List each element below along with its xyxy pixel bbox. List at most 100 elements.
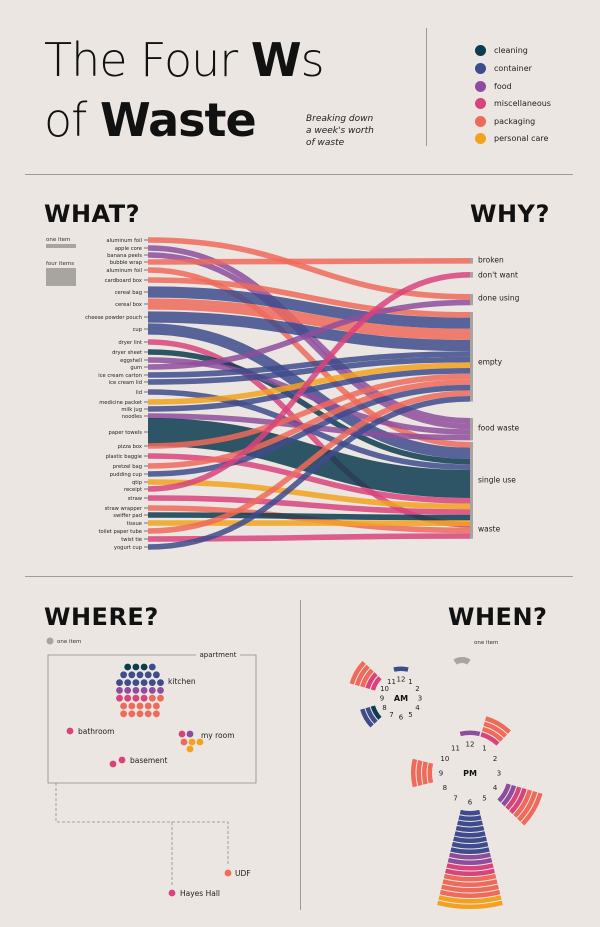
- hour-bar-segment: [446, 863, 494, 871]
- sankey-flow: [147, 237, 471, 300]
- sankey-flow: [147, 356, 471, 385]
- where-key-dot: [46, 637, 54, 645]
- my-room-dot: [178, 730, 186, 738]
- kitchen-dot: [157, 694, 164, 702]
- section-divider: [25, 576, 573, 577]
- my-room-dot: [196, 738, 204, 746]
- hour-bar-segment: [393, 666, 409, 672]
- hour-bar-segment: [416, 760, 423, 786]
- hour-bar-segment: [505, 786, 522, 811]
- chart-keys: one item four items one item one item: [46, 237, 498, 665]
- hour-bar-segment: [365, 672, 378, 690]
- kitchen-dot: [120, 671, 127, 679]
- hour-bar-segment: [483, 721, 508, 738]
- kitchen-dot: [116, 679, 123, 686]
- sankey-flow: [147, 311, 471, 352]
- sankey-flow: [147, 373, 471, 449]
- item-label: ice cream lid: [109, 380, 142, 386]
- item-label: straw: [128, 496, 143, 502]
- when-key-swatch: [453, 657, 471, 665]
- item-label: dryer lint: [118, 340, 142, 346]
- hour-bar-segment: [447, 857, 493, 865]
- sankey-flow: [147, 299, 471, 370]
- kitchen-dot: [140, 663, 148, 671]
- subtitle-line: of waste: [306, 138, 345, 148]
- reason-bar: [470, 442, 473, 526]
- subtitle-line: Breaking down: [306, 114, 374, 124]
- hour-bar-segment: [513, 789, 533, 818]
- title-part: s: [300, 33, 325, 87]
- hour-bar-segment: [442, 879, 498, 888]
- hour-bar-segment: [360, 708, 374, 728]
- hour-bar-segment: [457, 820, 483, 827]
- item-label: medicine packet: [99, 400, 142, 406]
- sankey-flow: [147, 479, 471, 510]
- reason-bar: [470, 418, 473, 441]
- legend-label: miscellaneous: [494, 99, 551, 108]
- what-key-one-swatch: [46, 244, 76, 248]
- kitchen-dot: [148, 694, 156, 702]
- reason-bar: [470, 312, 473, 402]
- item-label: aluminum foil: [106, 238, 142, 244]
- bathroom-dot: [66, 727, 74, 735]
- hour-label: 5: [408, 711, 412, 719]
- item-label: cheese powder pouch: [85, 315, 142, 321]
- hour-label: 12: [397, 676, 406, 684]
- hour-label: 12: [466, 741, 475, 749]
- kitchen-dot: [153, 671, 160, 679]
- location-label: my room: [201, 731, 235, 740]
- reason-label: don't want: [478, 271, 518, 280]
- when-key-label: one item: [474, 640, 498, 646]
- hour-label: 11: [387, 678, 396, 686]
- kitchen-dot: [144, 710, 152, 718]
- what-key-four-label: four items: [46, 261, 74, 267]
- item-label: ice cream carton: [98, 373, 142, 379]
- page-title-line-1: The Four Ws: [44, 33, 325, 87]
- legend-label: packaging: [494, 117, 536, 126]
- reason-label: empty: [478, 358, 503, 367]
- sankey-flow: [147, 390, 471, 534]
- path-to-udf: [55, 783, 229, 866]
- hour-bar-segment: [365, 706, 378, 724]
- hour-bar-segment: [370, 705, 382, 720]
- item-label: cereal bag: [115, 290, 142, 296]
- kitchen-dot: [120, 710, 127, 718]
- sankey-flow: [147, 505, 471, 534]
- kitchen-dot: [144, 702, 152, 710]
- kitchen-dot: [124, 694, 132, 702]
- hour-label: 4: [493, 784, 498, 792]
- hour-bar-segment: [501, 784, 517, 807]
- item-label: milk jug: [121, 407, 142, 413]
- item-label: dryer sheet: [112, 350, 142, 356]
- item-label: tissue: [127, 521, 142, 527]
- kitchen-dot: [132, 687, 140, 694]
- hour-bar-segment: [451, 841, 489, 849]
- kitchen-dot: [124, 687, 132, 694]
- hour-label: 9: [380, 695, 384, 703]
- item-label: cereal box: [115, 302, 142, 308]
- hour-bar-segment: [497, 783, 511, 803]
- legend-label: cleaning: [494, 46, 528, 55]
- sankey-flow: [147, 396, 471, 550]
- hour-label: 5: [482, 795, 486, 803]
- sankey-flow: [147, 368, 471, 412]
- item-label: eggshell: [120, 358, 142, 364]
- kitchen-dot: [153, 702, 160, 710]
- item-label: aluminum foil: [106, 268, 142, 274]
- hour-label: 1: [408, 678, 412, 686]
- hour-label: 8: [382, 704, 386, 712]
- kitchen-dot: [124, 679, 132, 686]
- hour-label: 11: [451, 744, 460, 752]
- item-label: gum: [130, 365, 142, 371]
- hour-label: 7: [389, 711, 393, 719]
- reason-bar: [470, 272, 473, 278]
- kitchen-dot: [140, 687, 148, 694]
- item-label: banana peels: [107, 253, 142, 259]
- hour-bar-segment: [480, 732, 500, 746]
- item-label: paper towels: [108, 430, 142, 436]
- kitchen-dot: [116, 694, 123, 702]
- kitchen-dot: [116, 687, 123, 694]
